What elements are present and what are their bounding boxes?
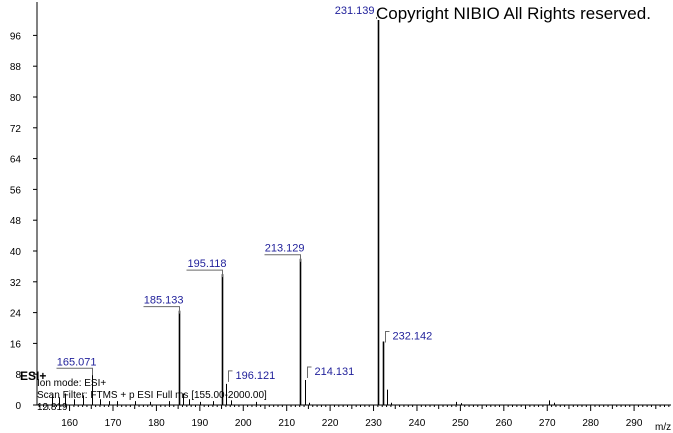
peak-label-connector <box>385 330 390 343</box>
peak-label-connector <box>307 366 312 378</box>
y-tick-label: 32 <box>10 278 22 289</box>
x-tick-label: 180 <box>148 418 165 429</box>
y-tick-label: 88 <box>10 62 22 73</box>
ion-mode-text: Ion mode: ESI+ <box>37 378 106 389</box>
peaks <box>52 20 555 405</box>
copyright-notice: Copyright NIBIO All Rights reserved. <box>376 4 651 23</box>
scan-filter-text: Scan Filter: FTMS + p ESI Full ms [155.0… <box>37 390 267 401</box>
peak-label: 165.071 <box>57 356 97 368</box>
x-tick-label: 270 <box>539 418 556 429</box>
peak-label: 213.129 <box>265 243 305 255</box>
y-tick-label: 40 <box>10 247 22 258</box>
y-tick-label: 56 <box>10 185 22 196</box>
x-tick-label: 250 <box>452 418 469 429</box>
y-tick-label: 64 <box>10 155 22 166</box>
peak-label-connector <box>56 367 93 376</box>
y-tick-label: 72 <box>10 124 22 135</box>
peak-label: 195.118 <box>188 258 227 270</box>
x-tick-label: 190 <box>191 418 208 429</box>
y-tick-label: 48 <box>10 216 22 227</box>
peak-label-connector <box>143 306 180 314</box>
x-tick-label: 260 <box>495 418 512 429</box>
peak-label: 185.133 <box>144 295 184 307</box>
x-axis-label: m/z <box>655 422 671 433</box>
x-tick-label: 210 <box>278 418 295 429</box>
peak-label: 231.139 <box>335 5 375 17</box>
y-tick-label: 0 <box>15 401 21 412</box>
peak-label-connector <box>186 269 223 278</box>
x-tick-label: 200 <box>235 418 252 429</box>
peak-label-connector <box>264 254 301 262</box>
x-tick-label: 290 <box>626 418 643 429</box>
x-tick-label: 280 <box>582 418 599 429</box>
peak-label: 232.142 <box>393 330 433 342</box>
peak-label: 214.131 <box>315 366 355 378</box>
x-tick-label: 170 <box>105 418 122 429</box>
x-tick-label: 220 <box>322 418 339 429</box>
y-tick-label: 24 <box>10 309 22 320</box>
axes: 0 8 16 24 32 40 48 56 64 72 80 88 96 160 170 180 190 200 2… <box>10 2 671 429</box>
retention-time-text: 12.819 <box>37 402 68 413</box>
y-tick-label: 80 <box>10 93 22 104</box>
x-tick-label: 160 <box>61 418 78 429</box>
y-tick-label: 16 <box>10 339 22 350</box>
y-tick-label: 8 <box>15 370 21 381</box>
peak-label: 196.121 <box>236 370 276 382</box>
x-tick-label: 240 <box>409 418 426 429</box>
x-tick-label: 230 <box>365 418 382 429</box>
ionization-label: ESI+ <box>20 369 46 383</box>
peak-labels: 165.071 185.133 195.118 196.121 213.129 214.1… <box>56 5 433 382</box>
y-tick-label: 96 <box>10 31 22 42</box>
peak-label-connector <box>228 370 233 382</box>
